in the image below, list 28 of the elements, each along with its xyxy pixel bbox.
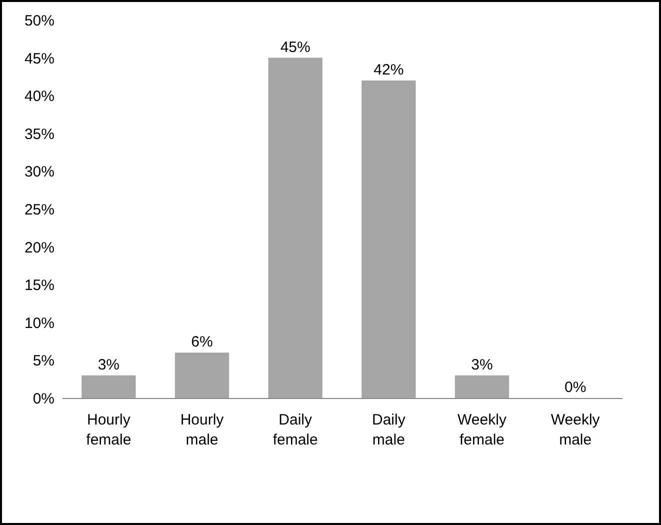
- data-label: 6%: [191, 334, 213, 351]
- y-tick-label: 25%: [24, 202, 54, 218]
- x-tick-label: Weekly female: [458, 412, 507, 448]
- bar: [82, 375, 136, 398]
- bar: [174, 352, 230, 398]
- y-tick-label: 35%: [24, 126, 54, 143]
- x-tick-label: Daily male: [372, 412, 406, 448]
- y-tick-label: 30%: [24, 164, 54, 181]
- y-tick-label: 10%: [24, 314, 54, 332]
- data-label: 3%: [471, 356, 493, 374]
- y-tick-label: 5%: [32, 352, 54, 370]
- bar: [268, 58, 322, 398]
- x-tick-label: Hourly male: [180, 412, 224, 448]
- data-label: 0%: [564, 379, 586, 396]
- y-tick-label: 20%: [24, 239, 54, 256]
- x-tick-label: Hourly female: [86, 412, 132, 448]
- data-label: 45%: [280, 38, 310, 56]
- y-tick-label: 40%: [24, 88, 54, 106]
- y-tick-label: 50%: [24, 12, 54, 30]
- y-tick-label: 45%: [24, 50, 54, 68]
- data-label: 3%: [98, 356, 120, 374]
- y-tick-label: 0%: [32, 390, 54, 408]
- data-label: 42%: [374, 61, 404, 78]
- x-tick-label: Weekly male: [550, 412, 600, 448]
- y-tick-label: 15%: [24, 277, 54, 294]
- bar: [454, 375, 510, 398]
- bar: [362, 80, 416, 398]
- x-tick-label: Daily female: [272, 412, 318, 448]
